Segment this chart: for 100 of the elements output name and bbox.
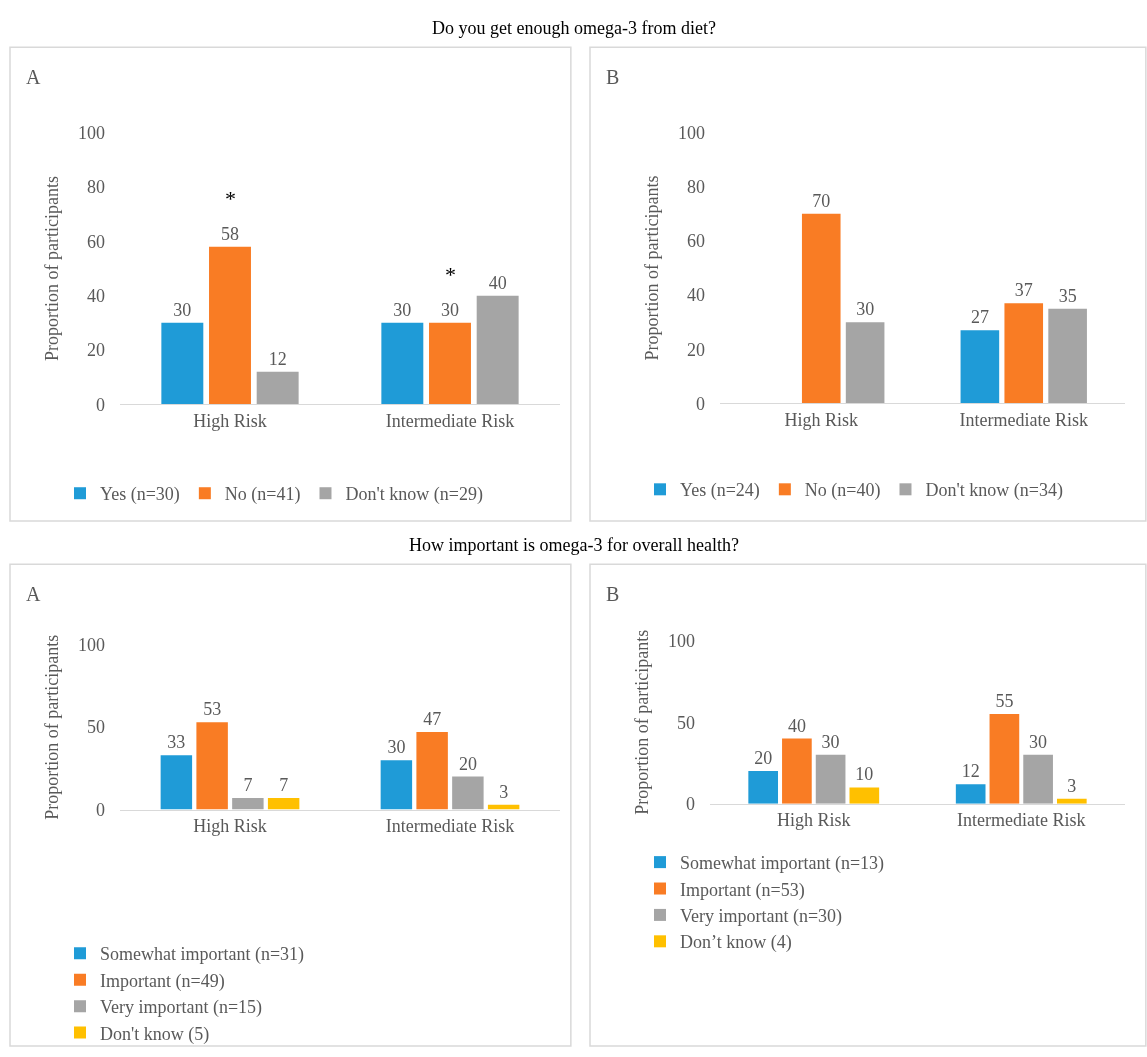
legend-label: Don't know (n=29) [345,484,483,506]
x-tick-label: Intermediate Risk [385,410,515,431]
y-tick-label: 100 [78,635,105,656]
text: B [606,583,620,605]
data-label: 47 [423,709,442,730]
bar [845,322,885,404]
legend-label: Very important (n=30) [680,905,843,927]
y-tick-label: 40 [687,285,705,306]
x-tick-label: Intermediate Risk [957,810,1086,831]
bar [476,295,519,405]
x-tick-label: High Risk [193,410,267,431]
y-tick-label: 50 [87,717,105,738]
data-label: 30 [393,299,412,320]
data-label: 70 [812,190,831,211]
y-tick-label: 80 [687,177,705,198]
data-label: 30 [387,737,406,758]
data-label: 35 [1058,285,1077,306]
bar [1004,303,1044,404]
data-label: 12 [268,348,287,369]
bar [1048,308,1087,404]
y-tick-label: 20 [687,339,705,360]
data-label: 30 [441,299,459,320]
bar [161,322,204,405]
bar [748,771,779,804]
x-tick-label: Intermediate Risk [385,816,515,837]
y-axis-title: Proportion of participants [642,175,663,361]
y-tick-label: 0 [96,799,105,820]
chart-title: How important is omega-3 for overall health? [409,535,739,555]
chart-title: Do you get enough omega-3 from diet? [432,18,716,38]
data-label: 20 [754,748,773,769]
x-tick-label: High Risk [784,410,859,431]
y-tick-label: 100 [678,122,705,143]
data-label: 7 [279,775,289,796]
y-tick-label: 100 [668,631,695,652]
data-label: 33 [167,732,186,753]
data-label: 30 [1029,731,1048,752]
data-label: 7 [243,775,253,796]
x-tick-label: High Risk [193,816,267,837]
bar [380,760,413,810]
y-axis-title: Proportion of participants [42,176,63,361]
x-tick-label: Intermediate Risk [959,410,1088,431]
bar [381,322,424,405]
y-tick-label: 100 [78,122,105,143]
bar [782,738,812,804]
data-label: 40 [488,272,507,293]
y-tick-label: 20 [87,340,105,361]
legend-label: Don't know (5) [100,1023,210,1045]
bar [849,787,880,804]
data-label: 10 [855,764,874,785]
annotation: * [225,186,236,211]
y-tick-label: 0 [96,394,105,415]
bar [955,784,986,804]
bar [815,754,846,804]
bar [256,371,299,405]
bar [232,798,264,810]
y-axis-title: Proportion of participants [42,634,63,820]
legend-label: Yes (n=24) [680,480,760,502]
legend-label: Important (n=53) [680,879,805,901]
data-label: 37 [1014,280,1033,301]
bar [429,322,471,405]
legend-label: Somewhat important (n=13) [680,853,885,875]
bar [452,776,484,810]
legend-label: No (n=41) [224,484,301,506]
legend-label: Yes (n=30) [100,484,180,506]
legend-label: Somewhat important (n=31) [100,944,305,966]
data-label: 12 [961,761,980,782]
bar [801,213,841,404]
x-tick-label: High Risk [776,810,851,831]
data-label: 40 [787,715,806,736]
legend-label: Don't know (n=34) [925,480,1063,502]
y-tick-label: 0 [686,793,695,814]
data-label: 3 [499,781,509,802]
y-tick-label: 0 [696,393,705,414]
y-tick-label: 60 [87,231,105,252]
text: B [606,66,620,88]
data-label: 58 [221,223,239,244]
bar [989,714,1020,804]
bar [267,798,300,810]
y-tick-label: 60 [687,231,705,252]
data-label: 3 [1067,775,1077,796]
y-tick-label: 80 [87,177,105,198]
y-tick-label: 50 [677,712,695,733]
bar [209,246,251,405]
bar [196,722,228,810]
legend-label: Don’t know (4) [680,932,792,954]
legend-label: No (n=40) [804,480,881,502]
data-label: 30 [856,299,875,320]
data-label: 30 [821,731,840,752]
data-label: 55 [995,691,1014,712]
data-label: 27 [970,307,989,328]
data-label: 30 [173,299,192,320]
legend-label: Very important (n=15) [100,997,263,1019]
legend-label: Important (n=49) [100,970,225,992]
bar [416,732,448,810]
y-axis-title: Proportion of participants [632,629,653,815]
data-label: 53 [203,699,222,720]
annotation: * [445,262,456,287]
bar [160,755,193,810]
bar [1023,754,1053,804]
y-tick-label: 40 [87,285,105,306]
